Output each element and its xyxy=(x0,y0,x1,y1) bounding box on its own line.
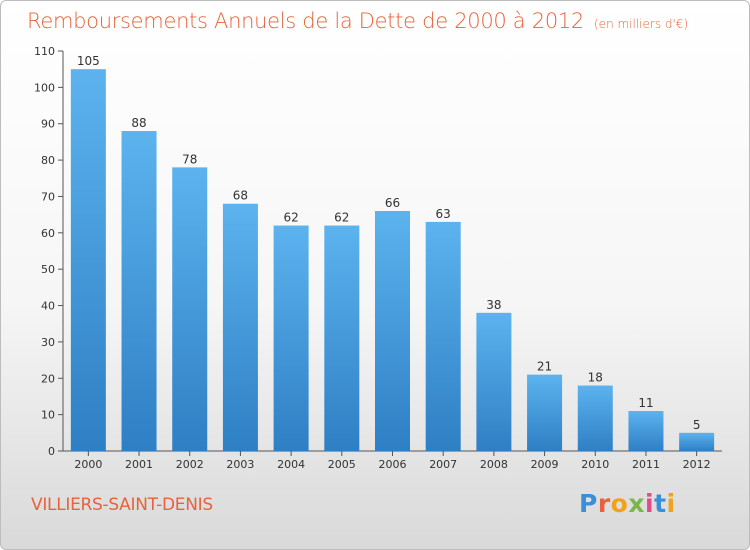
data-label-2012: 5 xyxy=(693,418,701,432)
bar-2011 xyxy=(628,411,664,451)
bar-2009 xyxy=(527,374,563,451)
bar-2007 xyxy=(425,221,461,451)
bar-2005 xyxy=(324,225,360,451)
data-label-2002: 78 xyxy=(182,152,197,166)
y-tick-label: 30 xyxy=(41,336,55,349)
data-label-2000: 105 xyxy=(77,54,100,68)
y-tick-label: 60 xyxy=(41,227,55,240)
x-tick-label-2011: 2011 xyxy=(632,458,660,471)
data-label-2008: 38 xyxy=(486,298,501,312)
x-tick-label-2000: 2000 xyxy=(74,458,102,471)
y-tick-label: 0 xyxy=(48,445,55,458)
y-tick-label: 70 xyxy=(41,190,55,203)
bar-2010 xyxy=(577,385,613,451)
data-label-2009: 21 xyxy=(537,360,552,374)
x-tick-label-2009: 2009 xyxy=(531,458,559,471)
data-label-2001: 88 xyxy=(131,116,146,130)
proxiti-logo: Proxiti xyxy=(579,489,676,518)
x-tick-label-2002: 2002 xyxy=(176,458,204,471)
x-tick-label-2003: 2003 xyxy=(226,458,254,471)
logo-letter: P xyxy=(579,489,598,518)
chart-title: Remboursements Annuels de la Dette de 20… xyxy=(27,9,688,33)
data-label-2005: 62 xyxy=(334,211,349,225)
bar-2002 xyxy=(172,167,208,451)
bar-2006 xyxy=(375,211,410,451)
x-tick-label-2001: 2001 xyxy=(125,458,153,471)
data-label-2011: 11 xyxy=(638,396,653,410)
y-tick-label: 100 xyxy=(34,81,55,94)
logo-letter: r xyxy=(597,489,611,518)
y-tick-label: 110 xyxy=(34,45,55,58)
bar-2004 xyxy=(273,225,309,451)
logo-letter: i xyxy=(666,489,676,518)
y-tick-label: 80 xyxy=(41,154,55,167)
bar-2001 xyxy=(121,131,157,451)
chart-title-text: Remboursements Annuels de la Dette de 20… xyxy=(27,9,584,33)
x-tick-label-2008: 2008 xyxy=(480,458,508,471)
y-tick-label: 90 xyxy=(41,118,55,131)
bar-2012 xyxy=(679,432,715,451)
bar-2003 xyxy=(222,203,258,451)
data-label-2010: 18 xyxy=(588,371,603,385)
data-label-2004: 62 xyxy=(283,211,298,225)
y-tick-label: 40 xyxy=(41,300,55,313)
commune-name: VILLIERS-SAINT-DENIS xyxy=(31,495,213,515)
y-tick-label: 20 xyxy=(41,372,55,385)
y-tick-label: 10 xyxy=(41,409,55,422)
x-tick-label-2012: 2012 xyxy=(683,458,711,471)
data-label-2007: 63 xyxy=(436,207,451,221)
y-tick-label: 50 xyxy=(41,263,55,276)
bar-2008 xyxy=(476,312,512,451)
chart-unit: (en milliers d'€) xyxy=(594,17,689,31)
x-tick-label-2006: 2006 xyxy=(379,458,407,471)
data-label-2003: 68 xyxy=(233,189,248,203)
logo-letter: t xyxy=(654,489,667,518)
data-label-2006: 66 xyxy=(385,196,400,210)
logo-letter: i xyxy=(645,489,655,518)
logo-letter: o xyxy=(610,489,629,518)
x-tick-label-2010: 2010 xyxy=(581,458,609,471)
x-tick-label-2004: 2004 xyxy=(277,458,305,471)
x-tick-label-2007: 2007 xyxy=(429,458,457,471)
logo-letter: x xyxy=(628,489,645,518)
x-tick-label-2005: 2005 xyxy=(328,458,356,471)
bar-2000 xyxy=(70,69,106,451)
